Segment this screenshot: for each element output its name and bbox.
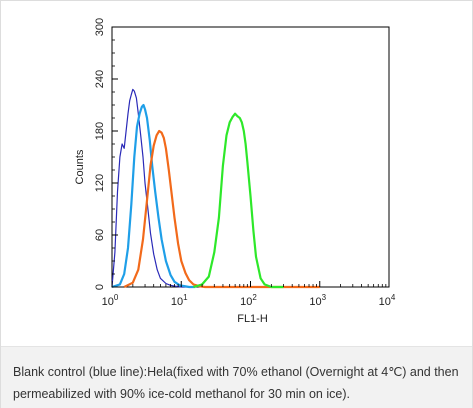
y-tick-label: 120 [94,174,106,192]
histogram-series-1 [111,88,194,288]
figure-caption: Blank control (blue line):Hela(fixed wit… [13,365,459,401]
histogram-series-3 [123,129,320,289]
flow-cytometry-histogram: 100 101 102 103 104 0 60 120 180 240 300 FL1-H Co… [74,18,396,325]
x-axis-title: FL1-H [237,313,268,325]
y-tick-label: 300 [94,18,106,36]
histogram-series-2 [111,103,196,289]
x-tick-label: 100 [102,293,119,308]
y-tick-label: 180 [94,122,106,140]
plot-area: 100 101 102 103 104 0 60 120 180 240 300 FL1-H Co… [1,1,472,346]
y-tick-label: 240 [94,70,106,88]
y-axis-title: Counts [74,149,86,184]
plot-frame [111,26,390,288]
caption-band: Blank control (blue line):Hela(fixed wit… [1,346,472,408]
y-tick-label: 60 [94,229,106,241]
x-tick-label: 101 [171,293,188,308]
x-tick-label: 104 [379,293,396,308]
y-tick-label: 0 [94,284,106,290]
x-tick-label: 103 [309,293,326,308]
histogram-series-4 [193,112,284,289]
x-tick-label: 102 [240,293,257,308]
